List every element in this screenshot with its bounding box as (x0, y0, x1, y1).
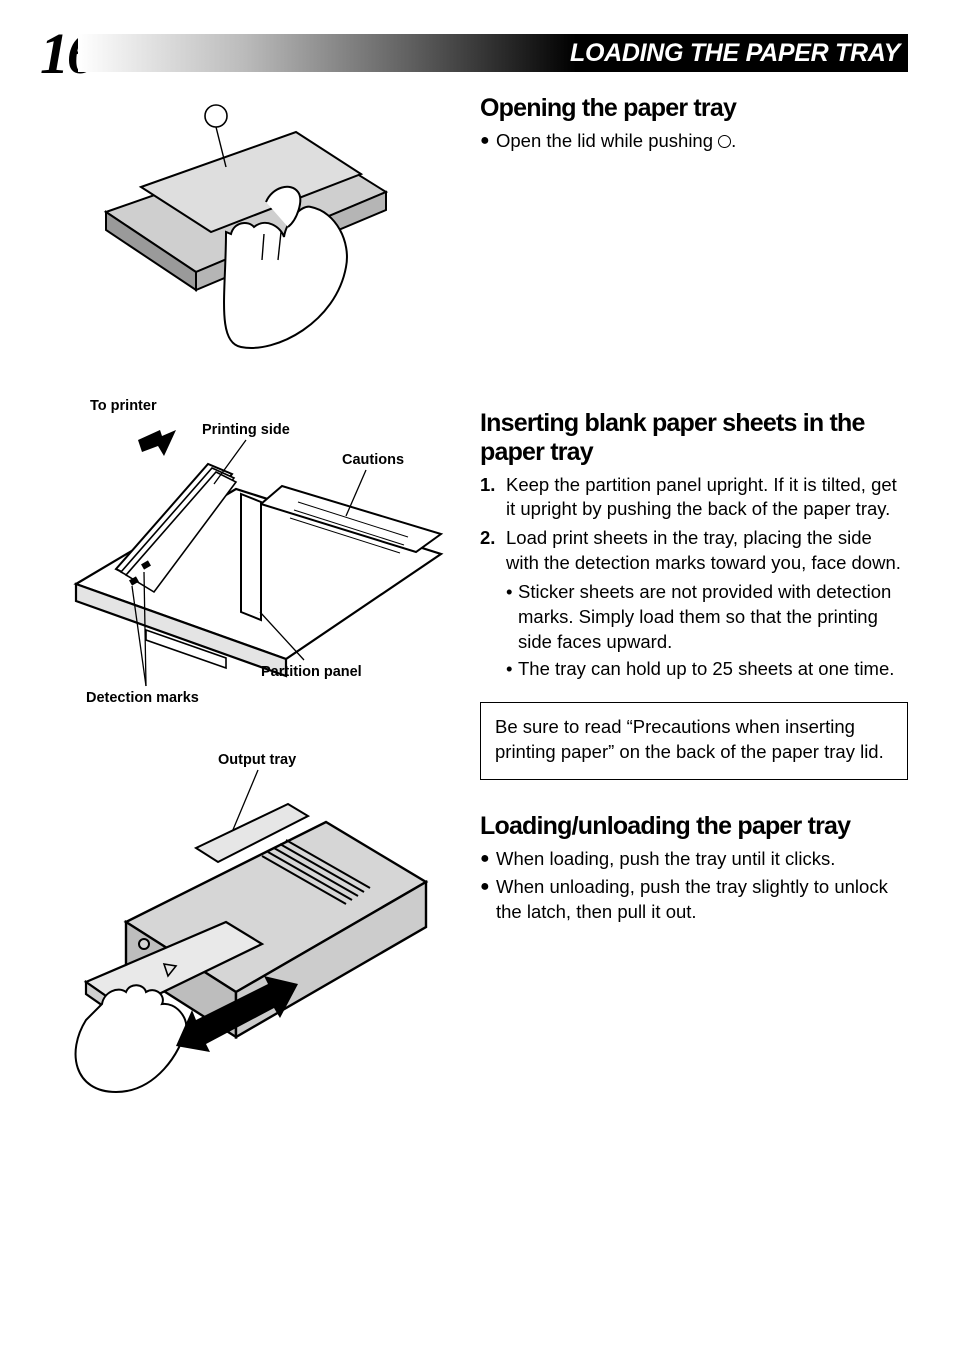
bullet-dot-icon: ● (480, 847, 496, 871)
loading-bullet-1: ● When loading, push the tray until it c… (480, 847, 908, 872)
inserting-step-1: 1. Keep the partition panel upright. If … (480, 473, 908, 523)
section-opening: Opening the paper tray ● Open the lid wh… (480, 94, 908, 379)
inserting-step-2-text: Load print sheets in the tray, placing t… (506, 526, 908, 576)
sub-bullet-icon: • (506, 657, 518, 682)
inserting-step-1-text: Keep the partition panel upright. If it … (506, 473, 908, 523)
opening-bullet-1-pre: Open the lid while pushing (496, 130, 718, 151)
label-to-printer: To printer (90, 398, 157, 414)
page-header: 16 LOADING THE PAPER TRAY (46, 32, 908, 82)
loading-bullet-2: ● When unloading, push the tray slightly… (480, 875, 908, 925)
step-number-1: 1. (480, 473, 506, 498)
loading-bullet-2-text: When unloading, push the tray slightly t… (496, 875, 908, 925)
inserting-sub-2: • The tray can hold up to 25 sheets at o… (506, 657, 908, 682)
illustration-insert-sheets: To printer Printing side Cautions Partit… (46, 394, 456, 744)
title-bar: LOADING THE PAPER TRAY (78, 34, 908, 72)
step-number-2: 2. (480, 526, 506, 551)
heading-inserting: Inserting blank paper sheets in the pape… (480, 409, 908, 467)
heading-loading: Loading/unloading the paper tray (480, 812, 908, 841)
label-cautions: Cautions (342, 452, 404, 468)
label-printing-side: Printing side (202, 422, 290, 438)
sub-bullet-icon: • (506, 580, 518, 605)
illustration-load-printer: Output tray (46, 752, 456, 1122)
label-partition-panel: Partition panel (261, 664, 362, 680)
title-text: LOADING THE PAPER TRAY (570, 39, 900, 68)
inserting-sub-2-text: The tray can hold up to 25 sheets at one… (518, 657, 908, 682)
circle-marker-icon (718, 135, 731, 148)
content-columns: To printer Printing side Cautions Partit… (46, 88, 908, 1122)
text-column: Opening the paper tray ● Open the lid wh… (480, 88, 908, 1122)
opening-bullet-1-post: . (731, 130, 736, 151)
section-inserting: Inserting blank paper sheets in the pape… (480, 409, 908, 780)
manual-page: 16 LOADING THE PAPER TRAY (0, 0, 954, 1355)
opening-bullet-1: ● Open the lid while pushing . (480, 129, 908, 154)
opening-bullet-1-text: Open the lid while pushing . (496, 129, 908, 154)
label-detection-marks: Detection marks (86, 690, 199, 706)
section-loading: Loading/unloading the paper tray ● When … (480, 812, 908, 925)
heading-opening: Opening the paper tray (480, 94, 908, 123)
loading-bullet-1-text: When loading, push the tray until it cli… (496, 847, 908, 872)
label-output-tray: Output tray (218, 752, 296, 768)
bullet-dot-icon: ● (480, 875, 496, 899)
inserting-sub-1-text: Sticker sheets are not provided with det… (518, 580, 908, 655)
precautions-callout: Be sure to read “Precautions when insert… (480, 702, 908, 780)
inserting-step-2: 2. Load print sheets in the tray, placin… (480, 526, 908, 576)
illustration-open-tray (76, 92, 486, 382)
illustrations-column: To printer Printing side Cautions Partit… (46, 88, 456, 1122)
inserting-sub-1: • Sticker sheets are not provided with d… (506, 580, 908, 655)
